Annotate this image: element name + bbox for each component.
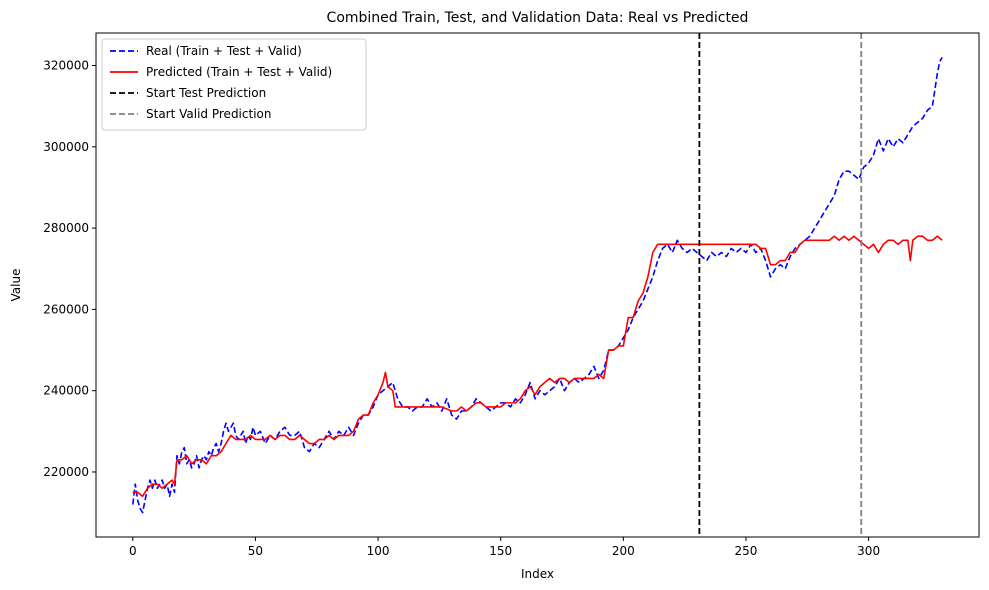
legend-box	[101, 38, 367, 131]
legend: Real (Train + Test + Valid) Predicted (Tr…	[101, 38, 367, 131]
legend-label: Predicted (Train + Test + Valid)	[146, 65, 332, 79]
y-tick-label: 260000	[43, 302, 89, 316]
plot-area	[131, 33, 943, 537]
x-tick-label: 150	[489, 544, 512, 558]
y-tick-label: 220000	[43, 465, 89, 479]
axis-ticks: 0 50 100 150 200 250 300 220000 240000 260000 2800…	[43, 59, 880, 558]
y-tick-label: 240000	[43, 384, 89, 398]
chart-title: Combined Train, Test, and Validation Dat…	[327, 10, 749, 26]
legend-label: Start Valid Prediction	[146, 107, 271, 121]
y-tick-label: 300000	[43, 140, 89, 154]
y-axis-title: Value	[9, 269, 23, 302]
y-tick-label: 280000	[43, 221, 89, 235]
series-line-1	[132, 235, 943, 498]
x-tick-label: 250	[735, 544, 758, 558]
x-tick-label: 300	[857, 544, 880, 558]
y-tick-label: 320000	[43, 59, 89, 73]
x-tick-label: 200	[612, 544, 635, 558]
legend-label: Real (Train + Test + Valid)	[146, 44, 302, 58]
plot-frame	[95, 32, 980, 538]
legend-label: Start Test Prediction	[146, 86, 266, 100]
x-tick-label: 0	[129, 544, 137, 558]
x-tick-label: 50	[248, 544, 263, 558]
x-axis-title: Index	[521, 567, 554, 581]
x-tick-label: 100	[367, 544, 390, 558]
